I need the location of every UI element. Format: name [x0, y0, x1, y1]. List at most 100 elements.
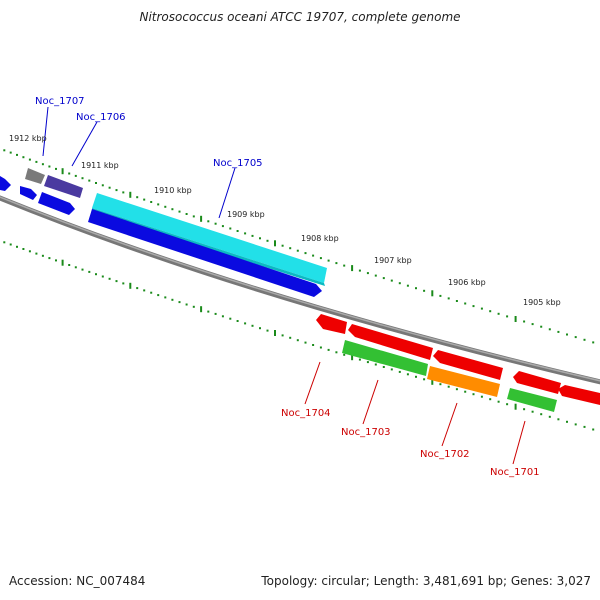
minor-tick [259, 237, 261, 240]
minor-tick [35, 252, 38, 255]
minor-tick [382, 277, 385, 280]
minor-tick [108, 186, 111, 189]
minor-tick [136, 287, 139, 290]
gene-arrow-red-4 [558, 385, 600, 405]
minor-tick [143, 289, 146, 292]
leader-line [512, 420, 526, 465]
gene-arrow-blue-mid [38, 192, 75, 215]
minor-tick [157, 294, 160, 297]
minor-tick [592, 428, 595, 431]
minor-tick [358, 269, 361, 272]
minor-tick [296, 249, 299, 252]
minor-tick [236, 230, 239, 232]
gene-label-bottom[interactable]: Noc_1704 [281, 408, 331, 419]
minor-tick [251, 234, 254, 237]
minor-tick [178, 301, 181, 304]
minor-tick [3, 149, 6, 152]
minor-tick [192, 305, 195, 308]
minor-tick [398, 282, 401, 285]
minor-tick [480, 307, 483, 310]
minor-tick [178, 210, 181, 213]
minor-tick [304, 252, 307, 255]
minor-tick [9, 151, 12, 154]
minor-tick [592, 341, 595, 344]
tick-label: 1906 kbp [448, 278, 486, 287]
minor-tick [312, 344, 315, 346]
leader-line [304, 361, 321, 405]
outer-tick-track [3, 149, 595, 344]
minor-tick [88, 179, 91, 182]
minor-tick [68, 264, 71, 266]
minor-tick [74, 266, 77, 269]
gene-arrow-red-small [316, 314, 347, 334]
minor-tick [296, 339, 299, 342]
gene-arrow-cyan-shade [92, 208, 325, 286]
major-tick [514, 403, 517, 410]
minor-tick [171, 298, 174, 301]
gene-label-bottom[interactable]: Noc_1702 [420, 449, 470, 460]
minor-tick [531, 410, 534, 413]
minor-tick [207, 220, 210, 223]
minor-tick [406, 284, 409, 287]
minor-tick [343, 353, 346, 356]
minor-tick [548, 415, 551, 418]
minor-tick [319, 346, 322, 349]
minor-tick [472, 393, 475, 396]
gene-arrow-gray [25, 168, 45, 184]
minor-tick [143, 198, 146, 201]
minor-tick [207, 310, 210, 313]
gene-arrow-blue-long [88, 209, 322, 297]
major-tick [274, 330, 276, 336]
minor-tick [88, 270, 91, 273]
genome-summary: Topology: circular; Length: 3,481,691 bp… [261, 574, 591, 588]
minor-tick [164, 205, 167, 208]
gene-arrow-blue-small-2 [20, 186, 37, 200]
major-tick [431, 290, 434, 297]
minor-tick [236, 320, 239, 322]
minor-tick [398, 370, 401, 373]
minor-tick [289, 247, 292, 250]
minor-tick [157, 203, 160, 206]
minor-tick [374, 363, 377, 366]
minor-tick [574, 423, 577, 426]
minor-tick [557, 330, 560, 333]
minor-tick [489, 398, 492, 401]
tick-label: 1907 kbp [374, 256, 412, 265]
minor-tick [9, 243, 12, 246]
minor-tick [214, 312, 217, 315]
minor-tick [74, 174, 77, 177]
gene-label-top[interactable]: Noc_1705 [213, 158, 263, 169]
minor-tick [55, 259, 57, 262]
gene-label-bottom[interactable]: Noc_1703 [341, 427, 391, 438]
minor-tick [548, 328, 551, 331]
minor-tick [185, 303, 188, 306]
minor-tick [95, 182, 97, 184]
major-tick [61, 259, 64, 266]
map-title: Nitrosococcus oceani ATCC 19707, complet… [139, 10, 461, 24]
minor-tick [3, 241, 6, 244]
minor-tick [115, 280, 118, 283]
gene-arrow-cyan [92, 193, 327, 283]
minor-tick [48, 257, 51, 260]
major-tick [274, 240, 276, 247]
minor-tick [455, 388, 458, 391]
minor-tick [185, 213, 188, 215]
minor-tick [35, 160, 38, 163]
minor-tick [390, 279, 393, 282]
tick-label: 1905 kbp [523, 298, 561, 307]
minor-tick [472, 305, 475, 308]
minor-tick [55, 167, 57, 170]
minor-tick [150, 291, 153, 294]
minor-tick [583, 425, 586, 428]
gene-label-bottom[interactable]: Noc_1701 [490, 467, 540, 478]
minor-tick [312, 254, 315, 257]
minor-tick [327, 348, 330, 351]
genome-backbone-highlight [0, 196, 600, 382]
gene-label-top[interactable]: Noc_1706 [76, 112, 126, 123]
minor-tick [382, 366, 385, 368]
minor-tick [583, 338, 586, 341]
gene-arrow-red-1 [348, 324, 433, 360]
gene-label-top[interactable]: Noc_1707 [35, 96, 85, 107]
